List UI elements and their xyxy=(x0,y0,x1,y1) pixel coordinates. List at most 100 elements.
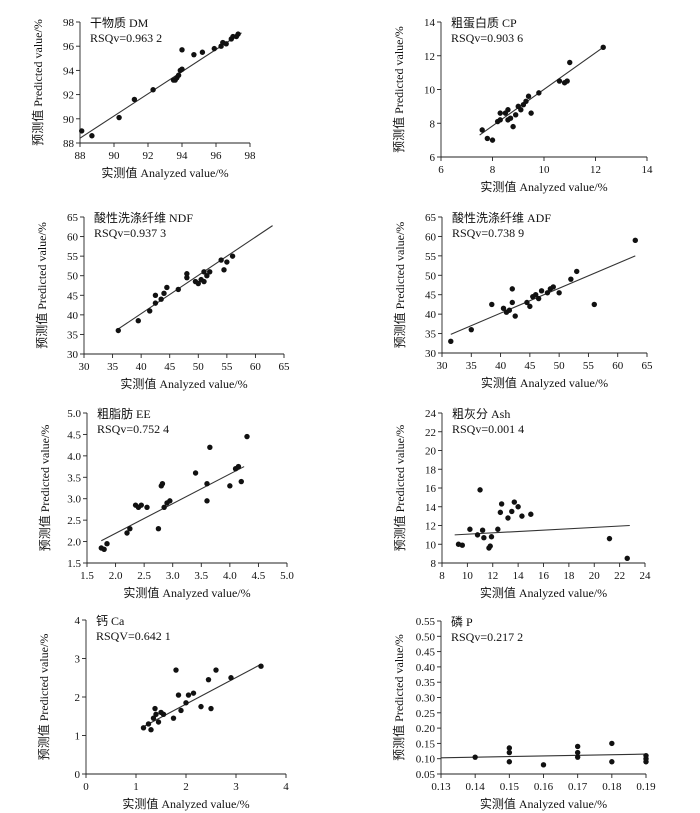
y-tick-label: 2.0 xyxy=(67,537,81,549)
x-tick-label: 3.5 xyxy=(194,570,208,582)
regression-line xyxy=(450,255,636,335)
regression-line xyxy=(454,524,630,536)
data-point xyxy=(152,300,159,306)
y-tick-label: 10 xyxy=(424,85,436,97)
data-point xyxy=(624,555,630,562)
y-tick-label: 35 xyxy=(67,329,79,341)
chart-title: 粗蛋白质 CP xyxy=(451,15,517,30)
data-point xyxy=(221,267,227,273)
data-point xyxy=(477,487,483,493)
y-tick-label: 50 xyxy=(67,271,79,283)
y-tick-label: 3 xyxy=(75,654,81,666)
data-point xyxy=(459,542,465,548)
data-point xyxy=(574,749,581,756)
y-tick-label: 4 xyxy=(75,615,81,627)
data-point xyxy=(474,532,481,538)
data-point xyxy=(167,498,173,504)
data-point xyxy=(179,47,185,53)
y-tick-label: 60 xyxy=(425,231,437,243)
data-point xyxy=(218,257,224,263)
y-tick-label: 14 xyxy=(424,17,436,29)
data-point xyxy=(89,133,95,139)
data-point xyxy=(484,135,491,142)
x-tick-label: 35 xyxy=(107,361,119,373)
chart-title: 干物质 DM xyxy=(90,16,149,30)
data-point xyxy=(258,663,264,669)
data-point xyxy=(144,504,150,510)
data-point xyxy=(195,280,201,287)
x-tick-label: 24 xyxy=(640,570,652,582)
data-point xyxy=(183,700,189,706)
data-point xyxy=(190,690,197,696)
y-tick-label: 65 xyxy=(67,212,79,224)
data-point xyxy=(211,45,217,52)
x-tick-label: 2 xyxy=(183,781,189,793)
x-tick-label: 14 xyxy=(513,570,525,582)
y-tick-label: 55 xyxy=(67,251,79,263)
data-point xyxy=(235,463,242,470)
data-point xyxy=(506,745,513,751)
data-point xyxy=(140,725,147,731)
y-tick-label: 24 xyxy=(425,408,437,420)
data-point xyxy=(101,546,107,552)
x-axis-label: 实测值 Analyzed value/% xyxy=(122,796,249,811)
data-point xyxy=(235,31,241,37)
y-tick-label: 45 xyxy=(67,290,79,302)
x-tick-label: 10 xyxy=(462,570,474,582)
x-tick-label: 18 xyxy=(563,570,575,582)
data-point xyxy=(509,286,515,292)
y-tick-label: 0.30 xyxy=(416,693,436,705)
regression-line xyxy=(143,663,262,728)
y-axis-label: 预测值 Predicted value/% xyxy=(391,26,406,153)
data-point xyxy=(158,296,164,302)
x-axis-label: 实测值 Analyzed value/% xyxy=(120,376,247,391)
y-axis-label: 预测值 Predicted value/% xyxy=(30,19,45,146)
x-axis-label: 实测值 Analyzed value/% xyxy=(480,179,607,194)
y-tick-label: 12 xyxy=(425,521,436,533)
y-tick-label: 0.35 xyxy=(416,677,436,689)
y-tick-label: 14 xyxy=(425,502,437,514)
data-point xyxy=(175,72,182,78)
x-tick-label: 6 xyxy=(438,164,444,176)
y-tick-label: 10 xyxy=(425,539,437,551)
y-tick-label: 45 xyxy=(425,290,437,302)
data-point xyxy=(507,115,514,121)
rsq-annotation: RSQv=0.738 9 xyxy=(452,226,524,240)
data-point xyxy=(632,237,638,244)
data-point xyxy=(528,511,534,517)
x-tick-label: 65 xyxy=(642,360,654,372)
data-point xyxy=(223,41,229,47)
data-point xyxy=(609,740,615,747)
data-point xyxy=(199,49,206,55)
x-tick-label: 30 xyxy=(437,360,449,372)
data-point xyxy=(135,318,141,324)
x-tick-label: 45 xyxy=(164,361,176,373)
data-point xyxy=(161,504,167,510)
y-axis-label: 预测值 Predicted value/% xyxy=(391,634,406,761)
y-tick-label: 0.40 xyxy=(416,662,436,674)
data-point xyxy=(510,123,516,130)
x-tick-label: 55 xyxy=(221,361,233,373)
data-point xyxy=(467,526,473,532)
y-tick-label: 20 xyxy=(425,446,437,458)
chart-panel-5: 1.5 2.0 2.5 3.0 3.5 4.0 4.5 5.0 1.5 2.0 2.5 3.0 3.5 4… xyxy=(37,406,294,600)
y-tick-label: 35 xyxy=(425,329,437,341)
x-tick-label: 0 xyxy=(83,781,89,793)
x-tick-label: 22 xyxy=(614,570,625,582)
data-point xyxy=(497,110,503,116)
y-tick-label: 30 xyxy=(67,349,79,361)
x-tick-label: 90 xyxy=(109,150,121,162)
data-point xyxy=(244,433,250,440)
y-axis-label: 预测值 Predicted value/% xyxy=(36,634,51,761)
data-point xyxy=(525,93,532,99)
chart-panel-6: 8 10 12 14 16 18 20 22 24 8 10 12 14 16 18 20 22 24 粗灰分 As… xyxy=(392,407,651,600)
rsq-annotation: RSQv=0.903 6 xyxy=(451,31,523,45)
data-point xyxy=(138,502,144,508)
y-tick-label: 0.20 xyxy=(416,723,436,735)
data-point xyxy=(192,470,199,476)
y-tick-label: 6 xyxy=(430,152,436,164)
x-tick-label: 50 xyxy=(554,360,566,372)
data-point xyxy=(487,543,493,549)
y-tick-label: 8 xyxy=(430,118,436,130)
